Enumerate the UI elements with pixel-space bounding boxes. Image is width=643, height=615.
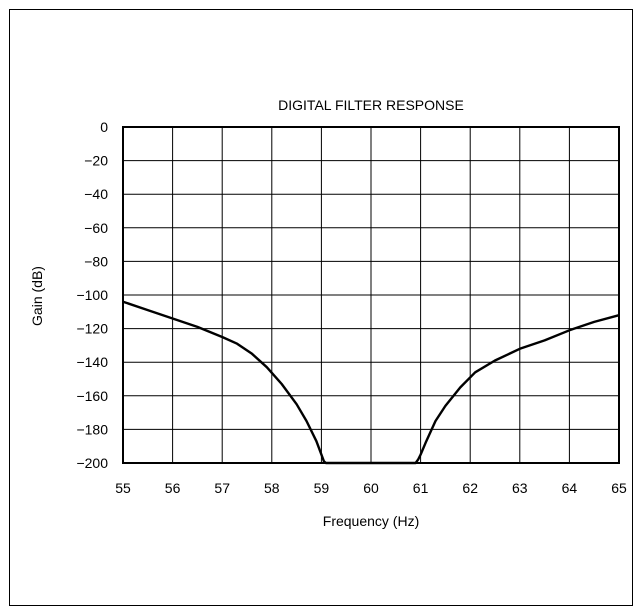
x-tick-label: 64	[562, 480, 578, 496]
y-tick-label: −60	[84, 220, 108, 236]
x-tick-labels: 55 56 57 58 59 60 61 62 63 64 65	[115, 480, 627, 496]
x-tick-label: 58	[264, 480, 280, 496]
y-tick-label: −80	[84, 253, 108, 269]
y-tick-label: −120	[76, 321, 108, 337]
x-tick-label: 60	[363, 480, 379, 496]
y-tick-label: −140	[76, 354, 108, 370]
x-axis-label: Frequency (Hz)	[323, 513, 419, 529]
x-tick-label: 55	[115, 480, 131, 496]
x-tick-label: 61	[413, 480, 429, 496]
y-tick-label: −40	[84, 186, 108, 202]
y-tick-label: −160	[76, 388, 108, 404]
series-line	[122, 300, 620, 465]
grid	[123, 127, 619, 463]
y-tick-label: −100	[76, 287, 108, 303]
x-tick-label: 65	[611, 480, 627, 496]
x-tick-label: 57	[214, 480, 230, 496]
x-tick-label: 62	[462, 480, 478, 496]
x-tick-label: 59	[314, 480, 330, 496]
y-tick-label: −180	[76, 421, 108, 437]
chart-title: DIGITAL FILTER RESPONSE	[278, 97, 464, 113]
y-tick-label: −200	[76, 455, 108, 471]
x-tick-label: 56	[165, 480, 181, 496]
y-tick-label: −20	[84, 153, 108, 169]
y-tick-labels: 0 −20 −40 −60 −80 −100 −120 −140 −160 −180 −200	[76, 119, 108, 471]
y-axis-label: Gain (dB)	[29, 266, 45, 326]
x-tick-label: 63	[512, 480, 528, 496]
y-tick-label: 0	[100, 119, 108, 135]
